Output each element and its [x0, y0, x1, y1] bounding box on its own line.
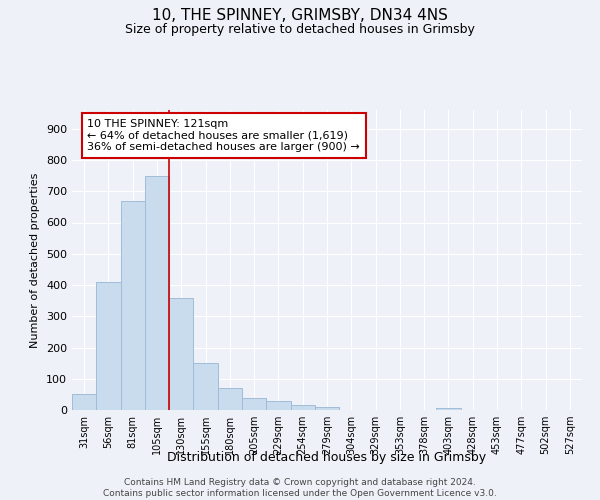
Bar: [290, 404, 315, 410]
Text: Size of property relative to detached houses in Grimsby: Size of property relative to detached ho…: [125, 22, 475, 36]
Text: Contains public sector information licensed under the Open Government Licence v3: Contains public sector information licen…: [103, 490, 497, 498]
Y-axis label: Number of detached properties: Number of detached properties: [31, 172, 40, 348]
Bar: [169, 298, 193, 410]
Bar: [193, 363, 218, 410]
Bar: [436, 408, 461, 410]
Text: Contains HM Land Registry data © Crown copyright and database right 2024.: Contains HM Land Registry data © Crown c…: [124, 478, 476, 487]
Text: Distribution of detached houses by size in Grimsby: Distribution of detached houses by size …: [167, 451, 487, 464]
Bar: [72, 394, 96, 410]
Bar: [218, 388, 242, 410]
Bar: [266, 401, 290, 410]
Text: 10, THE SPINNEY, GRIMSBY, DN34 4NS: 10, THE SPINNEY, GRIMSBY, DN34 4NS: [152, 8, 448, 22]
Bar: [315, 407, 339, 410]
Bar: [145, 176, 169, 410]
Bar: [121, 200, 145, 410]
Bar: [96, 282, 121, 410]
Text: 10 THE SPINNEY: 121sqm
← 64% of detached houses are smaller (1,619)
36% of semi-: 10 THE SPINNEY: 121sqm ← 64% of detached…: [88, 119, 360, 152]
Bar: [242, 398, 266, 410]
